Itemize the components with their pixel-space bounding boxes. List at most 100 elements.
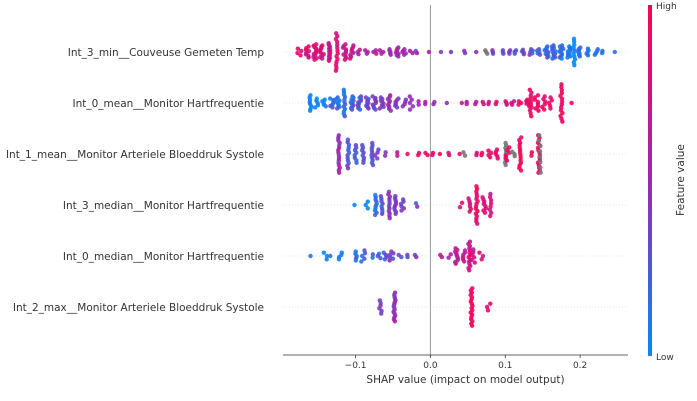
shap-point [462,50,468,56]
shap-point [364,51,370,56]
shap-point [538,165,543,170]
shap-point [395,150,400,155]
shap-point [549,98,555,103]
shap-point [410,104,416,109]
shap-point [536,108,541,113]
shap-point [512,154,517,159]
shap-point [480,253,486,259]
colorbar: High Low Feature value [648,2,687,363]
shap-point [330,105,335,110]
shap-point [538,159,543,165]
shap-point [413,201,419,206]
shap-point [324,253,330,259]
shap-point [585,53,591,58]
shap-point [345,166,351,171]
shap-point [359,259,364,264]
shap-point [379,51,384,56]
shap-point [475,221,480,226]
shap-point [410,50,415,56]
shap-point [461,259,467,264]
shap-point [363,202,368,208]
shap-point [485,308,491,313]
shap-point [388,108,393,113]
shap-point [365,199,370,204]
shap-point [375,150,380,155]
shap-point [326,58,332,63]
shap-point [472,260,478,265]
shap-point [405,254,410,260]
shap-point [426,49,432,55]
shap-point [599,50,605,56]
shap-point [333,68,339,73]
shap-point [361,160,366,165]
shap-point [490,51,496,56]
feature-row-dots [377,286,493,328]
shap-point [379,211,385,216]
shap-point [504,102,509,107]
shap-point [448,49,454,55]
feature-row-dots [308,239,486,273]
shap-point [319,56,325,61]
shap-point [349,107,355,112]
shap-point [370,252,376,257]
row-guides [283,51,628,308]
shap-point [307,108,313,113]
shap-point [548,106,553,111]
shap-point [477,250,482,255]
shap-point [399,254,404,260]
shap-point [577,54,582,59]
x-tick-label: 0.0 [423,361,438,371]
shap-point [559,56,564,61]
shap-point [453,261,458,266]
colorbar-gradient [648,5,652,356]
shap-point [336,257,342,262]
x-ticks: −0.1 0.0 0.1 0.2 [345,355,587,371]
shap-point [416,99,421,104]
shap-point [387,258,392,263]
shap-point [493,101,499,107]
shap-point [407,107,413,112]
shap-point [495,156,500,161]
shap-point [537,52,543,57]
shap-point [488,301,493,306]
shap-point [473,49,479,55]
colorbar-title: Feature value [675,144,687,216]
shap-point [569,100,574,106]
shap-point [334,106,340,111]
feature-labels: Int_3_min__Couveuse Gemeten Temp Int_0_me… [6,47,264,314]
shap-point [503,162,508,168]
shap-point [405,151,410,157]
shap-point [459,100,464,106]
shap-point [423,101,428,107]
shap-point [409,97,414,102]
shap-point [469,323,475,328]
shap-point [400,104,405,109]
shap-point [439,254,445,260]
shap-point [457,205,463,210]
shap-point [536,133,542,138]
dots-layer [295,31,617,328]
shap-point [354,160,359,165]
feature-label: Int_0_median__Monitor Hartfrequentie [63,251,264,263]
shap-point [474,152,479,158]
shap-point [342,57,348,62]
shap-point [487,213,493,219]
feature-label: Int_3_median__Monitor Hartfrequentie [63,200,264,212]
shap-point [347,56,353,61]
shap-point [298,53,303,58]
shap-point [446,255,451,260]
shap-point [482,210,488,215]
shap-point [379,311,384,316]
shap-point [529,153,534,158]
shap-point [504,158,510,163]
feature-label: Int_0_mean__Monitor Hartfrequentie [72,98,264,110]
shap-point [473,101,478,107]
shap-point [323,104,328,109]
shap-point [550,56,555,61]
shap-point [592,52,598,57]
shap-point [312,57,317,62]
x-tick-label: 0.2 [573,361,587,371]
shap-point [365,206,370,211]
shap-point [401,52,407,57]
